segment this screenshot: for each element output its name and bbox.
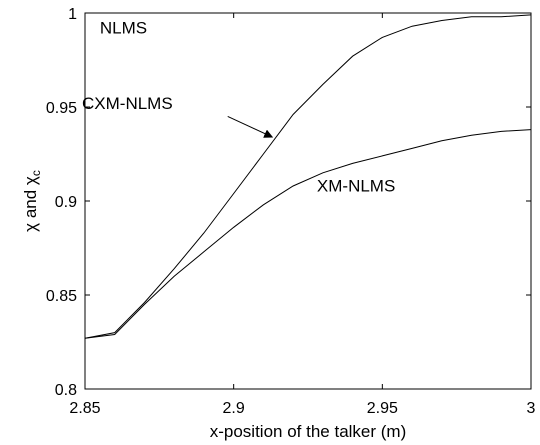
y-tick-label: 0.95 — [46, 100, 77, 117]
plot-area — [84, 12, 532, 390]
y-axis-label-sub: c — [29, 170, 43, 176]
y-axis-label-main: χ and χ — [21, 176, 40, 232]
axis-ticks: 2.85 2.9 2.95 3 0.8 0.85 0.9 0.95 1 — [46, 6, 536, 417]
y-axis-label: χ and χc — [21, 170, 43, 232]
y-tick-label: 0.8 — [55, 382, 77, 399]
y-tick-label: 0.85 — [46, 288, 77, 305]
annotation-cxm-nlms: CXM-NLMS — [82, 94, 173, 113]
annotation-xm-nlms: XM-NLMS — [317, 177, 395, 196]
y-tick-label: 1 — [68, 6, 77, 23]
annotation-nlms: NLMS — [100, 19, 147, 38]
annotation-arrow — [227, 115, 274, 138]
annotations: NLMS CXM-NLMS XM-NLMS — [82, 19, 395, 196]
x-tick-label: 3 — [527, 400, 536, 417]
x-axis-label: x-position of the talker (m) — [210, 422, 407, 441]
x-tick-label: 2.85 — [69, 400, 100, 417]
x-tick-label: 2.9 — [223, 400, 245, 417]
series-line-cxm-nlms — [84, 14, 532, 339]
series-lines — [84, 12, 532, 339]
x-tick-label: 2.95 — [367, 400, 398, 417]
y-tick-label: 0.9 — [55, 194, 77, 211]
series-line-xm-nlms — [84, 129, 532, 339]
